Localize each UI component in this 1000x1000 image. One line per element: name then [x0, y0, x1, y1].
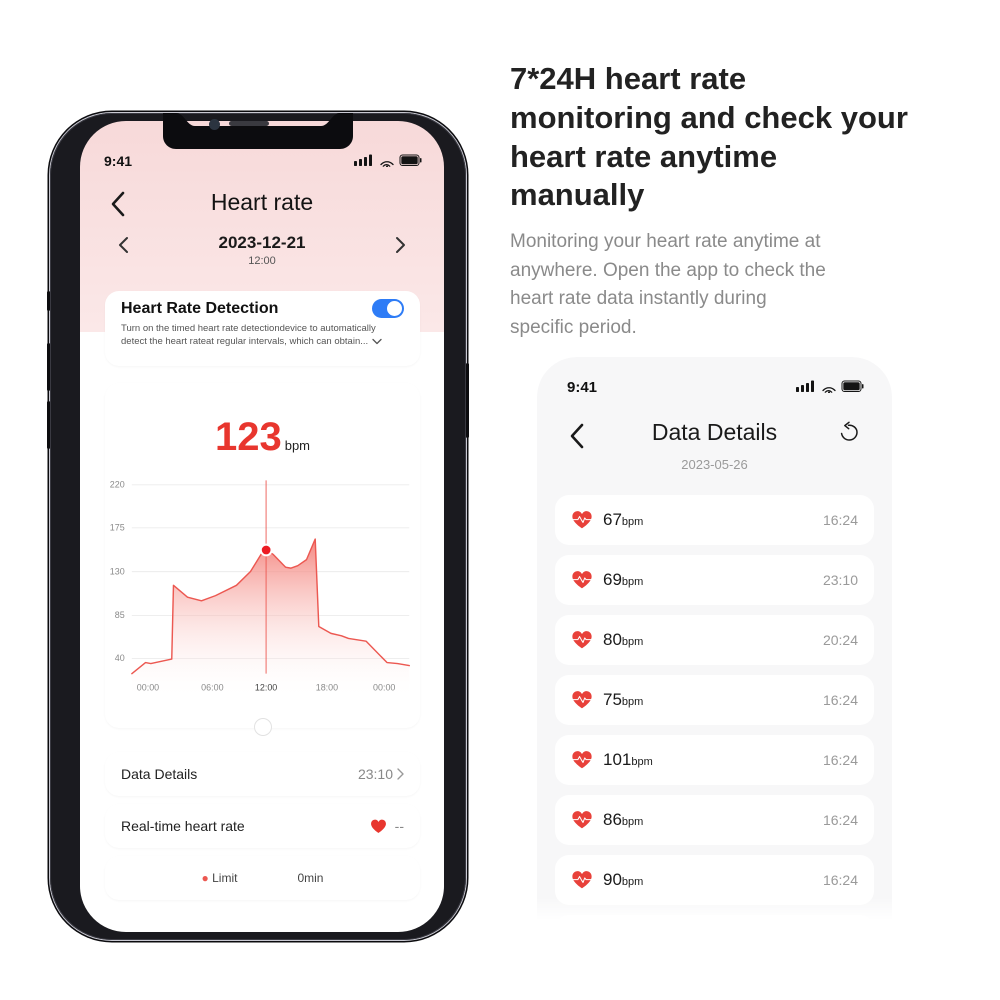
svg-text:220: 220 — [110, 480, 125, 490]
svg-text:00:00: 00:00 — [137, 683, 159, 693]
svg-text:130: 130 — [110, 566, 125, 576]
svg-text:18:00: 18:00 — [316, 683, 338, 693]
svg-text:00:00: 00:00 — [373, 683, 395, 693]
svg-text:175: 175 — [110, 522, 125, 532]
svg-text:06:00: 06:00 — [201, 683, 223, 693]
svg-text:12:00: 12:00 — [255, 683, 277, 693]
svg-text:40: 40 — [115, 653, 125, 663]
svg-text:85: 85 — [115, 610, 125, 620]
